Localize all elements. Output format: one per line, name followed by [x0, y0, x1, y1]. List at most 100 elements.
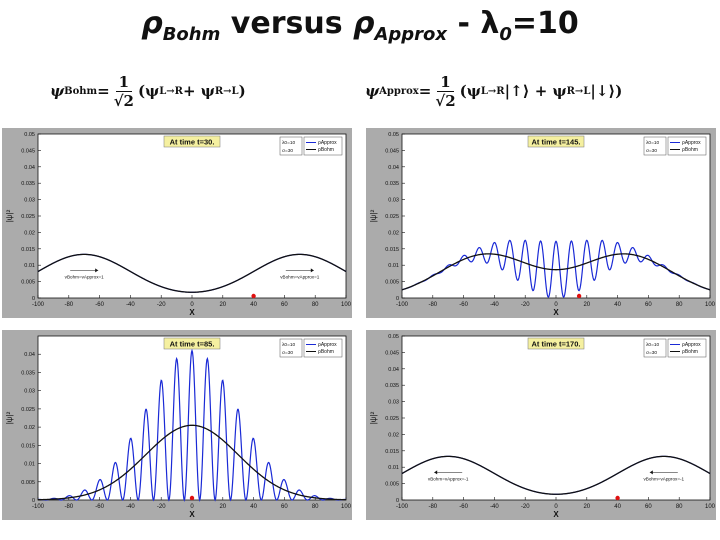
rho-symbol-2: ρ	[353, 6, 375, 41]
series-legend-box	[667, 338, 707, 358]
x-tick-label: 20	[583, 504, 590, 510]
eq-rhs-sub2: R→L	[214, 85, 239, 97]
x-tick-label: 60	[645, 504, 652, 510]
y-tick-label: 0.045	[385, 350, 399, 356]
y-tick-label: 0.01	[24, 263, 35, 269]
y-tick-label: 0.03	[388, 198, 399, 204]
x-tick-label: 20	[219, 302, 226, 308]
y-tick-label: 0.015	[385, 449, 399, 455]
x-tick-label: 80	[676, 302, 683, 308]
velocity-annotation-right: vBohm=vApprox=-1	[643, 470, 685, 481]
x-tick-label: 100	[341, 504, 352, 510]
y-tick-label: 0.02	[388, 230, 399, 236]
eq-rhs-sub1: L→R	[159, 85, 183, 97]
y-tick-label: 0.005	[385, 280, 399, 286]
x-tick-label: -40	[490, 302, 499, 308]
time-label-text: At time t=170.	[532, 340, 581, 349]
legend-bohm-label: ρBohm	[682, 147, 698, 153]
legend-bohm-label: ρBohm	[318, 147, 334, 153]
y-tick-label: 0	[396, 296, 399, 302]
x-tick-label: 0	[554, 504, 558, 510]
y-tick-label: 0.025	[21, 407, 35, 413]
y-tick-label: 0.005	[21, 280, 35, 286]
y-tick-label: 0.005	[21, 480, 35, 486]
lambda-value: =10	[511, 6, 579, 41]
x-tick-label: -20	[521, 504, 530, 510]
y-tick-label: 0.025	[385, 416, 399, 422]
position-marker	[189, 495, 195, 501]
time-label-text: At time t=85.	[170, 340, 215, 349]
eq-plus: + ψ	[182, 82, 215, 100]
plot-panel-t170: -100 -80 -60 -40 -20 0 20 40 60 80 100 0 0.005 0.01 0.…	[366, 330, 716, 520]
sigma-param: σ=30	[282, 350, 293, 356]
equation-approx: ψ Approx = 1 √2 (ψ L→R |↑⟩ + ψ R→L |↓⟩)	[365, 66, 622, 116]
x-tick-label: 100	[705, 504, 716, 510]
parameter-legend: λ0=10 σ=30	[279, 136, 303, 156]
x-tick-label: -60	[95, 302, 104, 308]
eq-rhs: (ψ	[137, 82, 160, 100]
x-tick-label: -60	[459, 302, 468, 308]
eq-num: 1	[115, 73, 133, 92]
lambda-text: - λ	[447, 6, 500, 41]
x-tick-label: -80	[428, 302, 437, 308]
x-tick-label: 40	[250, 302, 257, 308]
slide-title: ρBohm versus ρApprox - λ0=10	[0, 6, 720, 45]
x-tick-label: -20	[157, 302, 166, 308]
y-axis-label: |ψ|²	[369, 411, 378, 424]
x-tick-label: 100	[705, 302, 716, 308]
x-tick-label: -60	[459, 504, 468, 510]
velocity-annotation-left: vBohm=vApprox=-1	[428, 470, 469, 481]
time-label-text: At time t=30.	[170, 138, 215, 147]
x-tick-label: 0	[190, 302, 194, 308]
lambda-param: λ0=10	[282, 140, 296, 146]
velocity-arrowhead	[649, 470, 653, 475]
x-axis-label: X	[553, 308, 559, 317]
x-tick-label: -100	[396, 504, 409, 510]
rho-symbol: ρ	[141, 6, 163, 41]
lambda-param: λ0=10	[646, 140, 660, 146]
parameter-box	[279, 136, 303, 156]
parameter-legend: λ0=10 σ=30	[279, 338, 303, 358]
eq-psi: ψ	[365, 82, 380, 100]
y-tick-label: 0.04	[24, 165, 35, 171]
y-axis-label: |ψ|²	[5, 209, 14, 222]
x-tick-label: -80	[428, 504, 437, 510]
parameter-box	[643, 136, 667, 156]
y-tick-label: 0.03	[388, 400, 399, 406]
parameter-legend: λ0=10 σ=30	[643, 136, 667, 156]
x-tick-label: -20	[157, 504, 166, 510]
legend-bohm-label: ρBohm	[318, 349, 334, 355]
x-tick-label: -100	[32, 504, 45, 510]
x-tick-label: -40	[126, 504, 135, 510]
velocity-text: vBohm=vApprox=-1	[643, 476, 684, 481]
parameter-box	[279, 338, 303, 358]
y-axis-label: |ψ|²	[369, 209, 378, 222]
x-axis-label: X	[553, 510, 559, 519]
x-tick-label: -100	[32, 302, 45, 308]
eq-sub: Bohm	[64, 85, 98, 97]
y-tick-label: 0.01	[388, 263, 399, 269]
y-tick-label: 0.015	[21, 443, 35, 449]
time-label-box	[527, 337, 585, 350]
series-bohm-line	[401, 253, 711, 291]
y-tick-label: 0.01	[388, 465, 399, 471]
x-tick-label: -80	[64, 302, 73, 308]
x-tick-label: -60	[95, 504, 104, 510]
x-tick-label: 20	[219, 504, 226, 510]
sigma-param: σ=30	[646, 350, 657, 356]
series-legend-box	[667, 136, 707, 156]
velocity-text: vBohm=vApprox=1	[280, 274, 320, 279]
time-label-text: At time t=145.	[532, 138, 581, 147]
x-tick-label: 60	[281, 504, 288, 510]
legend-approx-label: ρApprox	[318, 342, 337, 348]
y-tick-label: 0.01	[24, 462, 35, 468]
y-tick-label: 0.035	[385, 181, 399, 187]
x-tick-label: 0	[190, 504, 194, 510]
x-tick-label: 80	[312, 504, 319, 510]
y-axis-label: |ψ|²	[5, 411, 14, 424]
chart-t170: -100 -80 -60 -40 -20 0 20 40 60 80 100 0 0.005 0.01 0.…	[366, 330, 716, 520]
y-tick-label: 0.015	[385, 247, 399, 253]
time-label-box	[163, 135, 221, 148]
position-marker	[576, 293, 582, 299]
eq-fraction: 1 √2	[114, 73, 134, 110]
